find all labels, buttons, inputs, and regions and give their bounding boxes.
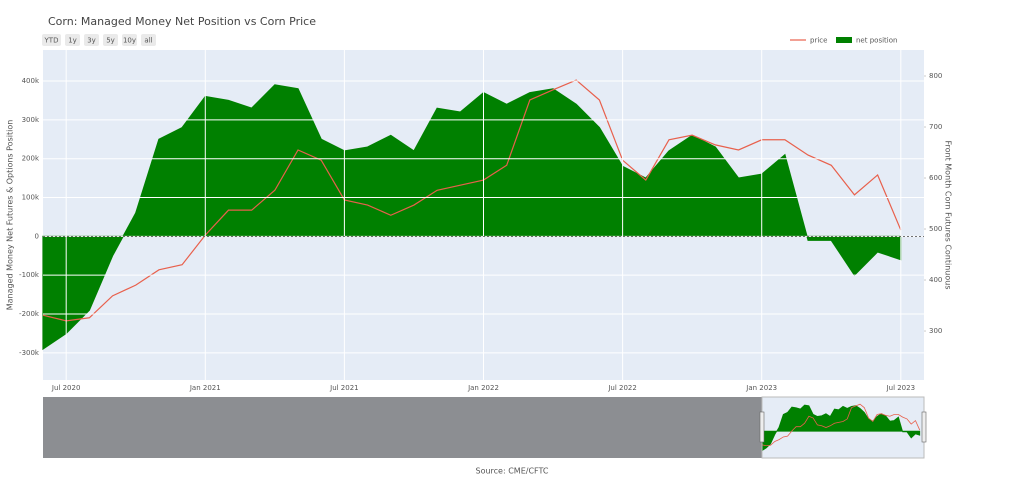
range-button[interactable]: 5y: [103, 34, 118, 46]
y2-tick-label: 600: [929, 174, 942, 182]
y-tick-label: 100k: [22, 194, 40, 202]
area: [761, 404, 921, 452]
y-tick-label: 0: [35, 232, 39, 240]
range-button[interactable]: 10y: [122, 34, 137, 46]
x-tick-label: Jan 2021: [189, 384, 221, 392]
range-button-label[interactable]: 1y: [68, 37, 77, 45]
range-button-label[interactable]: 5y: [106, 37, 115, 45]
price-line: [761, 403, 921, 447]
range-button-label[interactable]: 10y: [123, 37, 136, 45]
range-button-bg[interactable]: [103, 34, 118, 46]
range-button-bg[interactable]: [84, 34, 99, 46]
y2-tick-label: 300: [929, 327, 942, 335]
rangeslider-handle[interactable]: [759, 411, 765, 443]
rangeslider[interactable]: [43, 396, 927, 459]
area: [42, 84, 902, 351]
x-tick-label: Jan 2023: [745, 384, 777, 392]
y2-tick-label: 400: [929, 276, 942, 284]
y2-tick-label: 700: [929, 123, 942, 131]
range-button-label[interactable]: all: [144, 37, 152, 45]
legend: price net position: [790, 37, 897, 45]
range-button-bg[interactable]: [42, 34, 61, 46]
range-button[interactable]: YTD: [42, 34, 61, 46]
legend-label[interactable]: net position: [856, 37, 897, 45]
y2-tick-label: 800: [929, 72, 942, 80]
range-button-bg[interactable]: [122, 34, 137, 46]
range-button[interactable]: all: [141, 34, 156, 46]
x-tick-label: Jul 2023: [886, 384, 916, 392]
plot: [42, 79, 902, 351]
chart-title: Corn: Managed Money Net Position vs Corn…: [48, 15, 316, 28]
rangeslider-mask: [43, 397, 762, 458]
range-button-bg[interactable]: [141, 34, 156, 46]
y-tick-label: 200k: [22, 155, 40, 163]
range-button-label[interactable]: YTD: [44, 37, 59, 45]
range-button[interactable]: 3y: [84, 34, 99, 46]
price-line: [42, 79, 902, 322]
legend-swatch[interactable]: [836, 37, 852, 43]
y-tick-label: 300k: [22, 116, 40, 124]
y2-axis-title: Front Month Corn Futures Continuous: [944, 140, 953, 289]
range-button[interactable]: 1y: [65, 34, 80, 46]
rangeslider-handle[interactable]: [921, 411, 927, 443]
legend-label[interactable]: price: [810, 37, 827, 45]
x-tick-label: Jul 2021: [329, 384, 359, 392]
y2-tick-label: 500: [929, 225, 942, 233]
y-tick-label: -300k: [19, 349, 40, 357]
y-tick-label: -100k: [19, 271, 40, 279]
source: Source: CME/CFTC: [475, 467, 548, 476]
x-tick-label: Jul 2020: [51, 384, 81, 392]
range-button-bg[interactable]: [65, 34, 80, 46]
range-button-label[interactable]: 3y: [87, 37, 96, 45]
y-axis-title: Managed Money Net Futures & Options Posi…: [6, 120, 15, 311]
y-tick-label: 400k: [22, 77, 40, 85]
y-tick-label: -200k: [19, 310, 40, 318]
x-tick-label: Jan 2022: [467, 384, 499, 392]
x-tick-label: Jul 2022: [607, 384, 637, 392]
